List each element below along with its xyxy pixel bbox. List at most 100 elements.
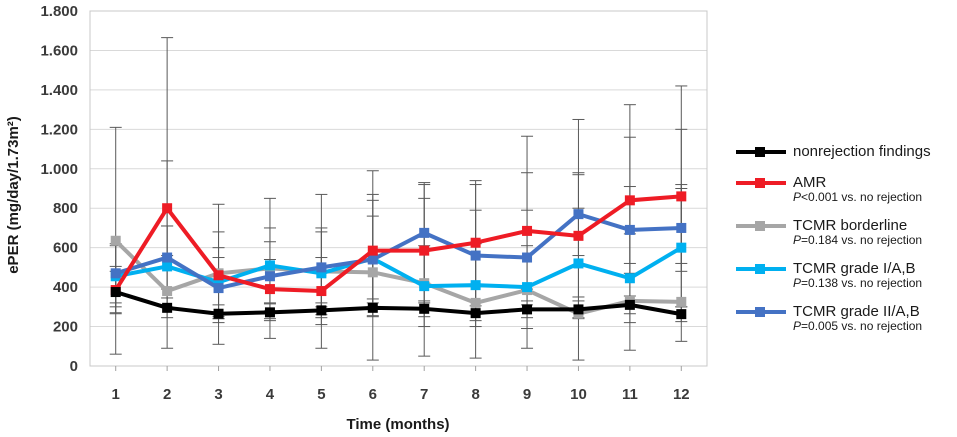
data-point-4-4 bbox=[264, 271, 275, 282]
y-axis-ticks: 0 200 400 600 800 1.000 1.200 1.400 1.600 1.800 bbox=[40, 3, 78, 375]
y-tick-label-200: 200 bbox=[53, 319, 78, 336]
legend-p-text: =0.184 vs. no rejection bbox=[801, 233, 923, 247]
data-point-3-8 bbox=[470, 280, 481, 291]
data-point-0-4 bbox=[264, 307, 275, 318]
x-axis-ticks: 1 2 3 4 5 6 7 8 9 10 11 12 bbox=[112, 366, 690, 403]
data-point-4-8 bbox=[470, 250, 481, 261]
legend-item-0: nonrejection findings bbox=[736, 144, 957, 175]
data-point-3-9 bbox=[522, 282, 533, 293]
x-axis-label: Time (months) bbox=[346, 416, 449, 433]
plot-frame bbox=[89, 10, 708, 367]
data-point-1-9 bbox=[522, 225, 533, 236]
legend-series-name: AMR bbox=[793, 174, 827, 191]
data-point-1-12 bbox=[676, 191, 687, 202]
x-tick-label-1: 1 bbox=[112, 386, 120, 403]
data-point-0-1 bbox=[110, 287, 121, 298]
x-tick-label-12: 12 bbox=[673, 386, 690, 403]
legend-series-name: TCMR grade I/A,B bbox=[793, 260, 916, 277]
data-point-4-1 bbox=[110, 268, 121, 279]
data-point-0-9 bbox=[522, 304, 533, 315]
x-tick-label-11: 11 bbox=[622, 386, 638, 403]
data-point-3-10 bbox=[573, 258, 584, 269]
legend-text: TCMR borderline P=0.184 vs. no rejection bbox=[793, 218, 922, 247]
plot-area-border bbox=[89, 10, 708, 367]
legend-marker-swatch bbox=[755, 221, 765, 231]
x-tick-label-9: 9 bbox=[523, 386, 531, 403]
legend-p-text: =0.138 vs. no rejection bbox=[801, 276, 923, 290]
data-point-0-11 bbox=[624, 299, 635, 310]
legend-marker-swatch bbox=[755, 147, 765, 157]
x-tick-label-4: 4 bbox=[266, 386, 275, 403]
data-point-0-12 bbox=[676, 309, 687, 320]
x-tick-label-3: 3 bbox=[214, 386, 222, 403]
data-point-3-11 bbox=[624, 273, 635, 284]
x-tick-label-8: 8 bbox=[471, 386, 479, 403]
series-line-3 bbox=[115, 245, 683, 290]
y-tick-label-1.000: 1.000 bbox=[40, 161, 78, 178]
data-point-3-5 bbox=[316, 268, 327, 279]
y-axis-label: ePER (mg/day/1.73m²) bbox=[5, 116, 22, 274]
legend-text: AMR P<0.001 vs. no rejection bbox=[793, 175, 922, 204]
legend-text: TCMR grade I/A,B P=0.138 vs. no rejection bbox=[793, 261, 922, 290]
legend-p-value: P=0.184 vs. no rejection bbox=[793, 234, 922, 247]
x-tick-label-5: 5 bbox=[317, 386, 325, 403]
data-point-0-7 bbox=[419, 303, 430, 314]
series-line-2 bbox=[114, 239, 682, 316]
legend-marker-swatch bbox=[755, 307, 765, 317]
data-point-2-6 bbox=[367, 267, 378, 278]
x-tick-label-7: 7 bbox=[420, 386, 428, 403]
data-point-0-10 bbox=[573, 304, 584, 315]
data-point-4-6 bbox=[367, 254, 378, 265]
legend-marker-swatch bbox=[755, 178, 765, 188]
legend-p-value: P=0.005 vs. no rejection bbox=[793, 320, 922, 333]
data-point-4-10 bbox=[573, 209, 584, 220]
data-point-1-2 bbox=[162, 203, 173, 214]
chart-gridlines bbox=[90, 10, 707, 367]
data-point-4-5 bbox=[316, 262, 327, 273]
data-point-3-7 bbox=[419, 281, 430, 292]
data-point-1-8 bbox=[470, 237, 481, 248]
y-tick-label-1.200: 1.200 bbox=[40, 121, 78, 138]
data-point-0-8 bbox=[470, 308, 481, 319]
data-point-3-4 bbox=[264, 260, 275, 271]
data-point-0-2 bbox=[162, 302, 173, 313]
legend-item-2: TCMR borderline P=0.184 vs. no rejection bbox=[736, 218, 957, 261]
data-point-2-12 bbox=[676, 296, 687, 307]
data-point-4-3 bbox=[213, 283, 224, 294]
data-point-4-7 bbox=[419, 227, 430, 238]
data-point-4-2 bbox=[162, 252, 173, 263]
y-tick-label-1.600: 1.600 bbox=[40, 42, 78, 59]
series-line-0 bbox=[115, 290, 682, 317]
legend-p-text: =0.005 vs. no rejection bbox=[801, 319, 923, 333]
x-tick-label-10: 10 bbox=[570, 386, 587, 403]
legend-series-name: TCMR borderline bbox=[793, 217, 908, 234]
legend-item-4: TCMR grade II/A,B P=0.005 vs. no rejectio… bbox=[736, 304, 957, 347]
legend: nonrejection findings AMR P<0.001 vs. no r… bbox=[736, 144, 957, 347]
legend-series-name: nonrejection findings bbox=[793, 143, 931, 160]
data-point-2-2 bbox=[162, 286, 173, 297]
data-point-4-11 bbox=[624, 224, 635, 235]
series-lines bbox=[110, 191, 687, 320]
data-point-3-2 bbox=[162, 261, 173, 272]
legend-marker-swatch bbox=[755, 264, 765, 274]
y-tick-label-0: 0 bbox=[70, 358, 78, 375]
data-point-4-9 bbox=[522, 252, 533, 263]
legend-series-name: TCMR grade II/A,B bbox=[793, 303, 920, 320]
data-point-2-1 bbox=[110, 235, 121, 246]
x-tick-label-2: 2 bbox=[163, 386, 171, 403]
data-point-1-4 bbox=[264, 284, 275, 295]
data-point-1-3 bbox=[213, 270, 224, 281]
data-point-0-5 bbox=[316, 305, 327, 316]
y-tick-label-400: 400 bbox=[53, 279, 78, 296]
legend-item-3: TCMR grade I/A,B P=0.138 vs. no rejection bbox=[736, 261, 957, 304]
data-point-0-3 bbox=[213, 308, 224, 319]
data-point-3-3 bbox=[213, 277, 224, 288]
legend-p-symbol: P bbox=[793, 319, 802, 333]
data-point-1-11 bbox=[624, 195, 635, 206]
data-point-1-10 bbox=[573, 230, 584, 241]
legend-p-value: P=0.138 vs. no rejection bbox=[793, 277, 922, 290]
data-point-2-8 bbox=[470, 297, 481, 308]
data-point-4-12 bbox=[676, 222, 687, 233]
